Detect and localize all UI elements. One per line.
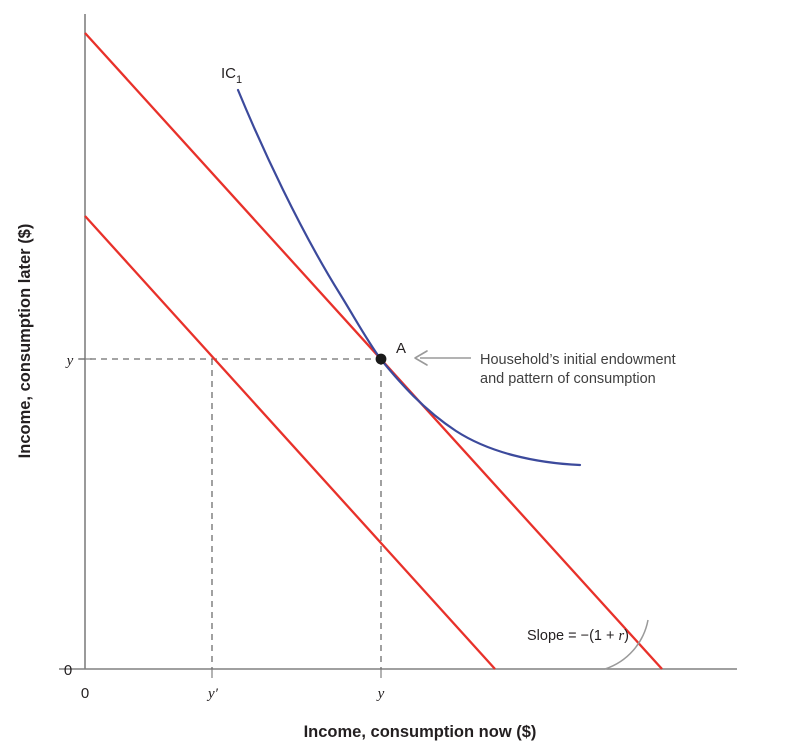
x-axis-tick-label-y-prime: y′ [206, 686, 219, 702]
guide-lines-group [79, 358, 382, 669]
x-axis-tick-label-y: y [376, 686, 385, 702]
y-axis-title: Income, consumption later ($) [16, 224, 34, 459]
ic-label-text: IC [221, 65, 236, 82]
x-axis-title: Income, consumption now ($) [304, 723, 537, 741]
slope-label: Slope = −(1 + r) [527, 628, 629, 644]
slope-label-prefix: Slope = −(1 + [527, 628, 619, 644]
indifference-curve-label: IC1 [221, 65, 242, 86]
annotation-arrow-head-icon [414, 350, 428, 366]
budget-lines-group [84, 32, 663, 670]
budget-line-lower [84, 215, 496, 670]
slope-label-rate-symbol: r [619, 628, 625, 644]
slope-label-suffix: ) [624, 628, 629, 644]
x-axis-tick-label-zero: 0 [81, 685, 89, 702]
annotation-line-2: and pattern of consumption [480, 371, 656, 387]
ic-label-subscript: 1 [236, 74, 242, 86]
point-a-marker [375, 353, 387, 365]
budget-line-upper [84, 32, 663, 670]
point-a-label: A [396, 340, 406, 357]
annotation-line-1: Household’s initial endowment [480, 352, 676, 368]
y-axis-tick-label-y: y [65, 353, 74, 369]
annotation-arrow-group [414, 350, 471, 366]
indifference-curve-ic1 [236, 88, 582, 467]
y-axis-tick-label-zero: 0 [64, 662, 72, 679]
slope-angle-arc-icon [604, 619, 649, 670]
